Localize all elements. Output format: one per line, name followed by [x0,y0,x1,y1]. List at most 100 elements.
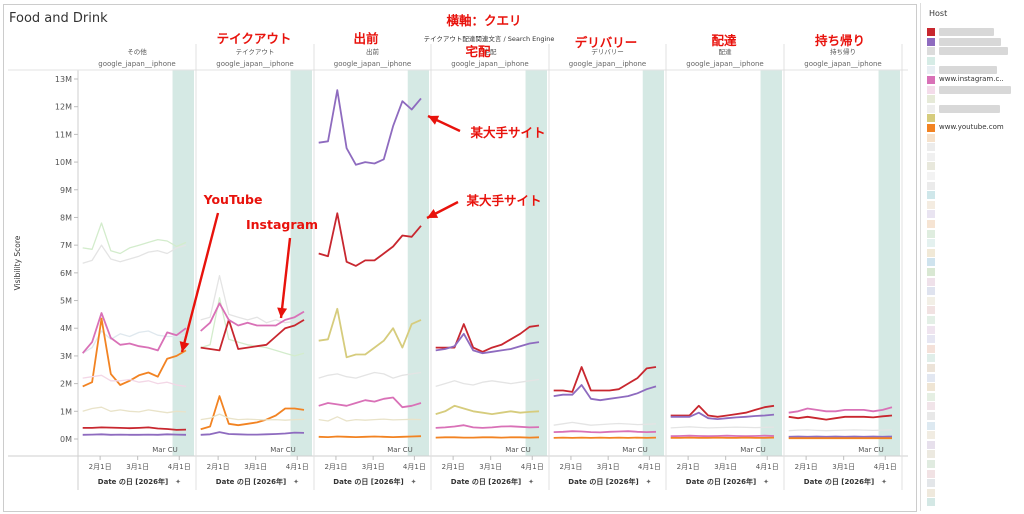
legend-item[interactable] [927,401,1019,411]
legend-item[interactable] [927,469,1019,479]
x-tick-label: 2月1日 [89,463,112,471]
legend-item[interactable] [927,142,1019,152]
series-line [82,317,187,388]
panel-engine-label: google_japan__iphone [804,60,881,68]
legend-item[interactable] [927,392,1019,402]
legend-item[interactable] [927,56,1019,66]
x-tick-label: 3月1日 [479,463,502,471]
series-line [670,434,775,438]
x-tick-label: 4月1日 [756,463,779,471]
legend-item[interactable] [927,344,1019,354]
y-tick-label: 9M [60,186,72,195]
legend-swatch [927,248,935,257]
x-axis-label: Date の日 [2026年] [98,477,168,486]
legend-label: www.youtube.com [939,123,1004,131]
legend-item[interactable] [927,353,1019,363]
legend-item[interactable] [927,478,1019,488]
annotation-panel-title: デリバリー [575,35,638,50]
legend-item[interactable] [927,488,1019,498]
legend-item[interactable] [927,449,1019,459]
legend-item[interactable] [927,296,1019,306]
legend-item[interactable] [927,267,1019,277]
legend-item[interactable] [927,497,1019,507]
legend-item[interactable] [927,229,1019,239]
x-tick-label: 2月1日 [324,463,347,471]
series-line [82,244,187,264]
legend-swatch [927,258,935,267]
x-axis-label: Date の日 [2026年] [568,477,638,486]
series-line [318,435,422,439]
legend-item[interactable] [927,248,1019,258]
legend-item[interactable] [927,104,1019,114]
legend-item[interactable] [927,382,1019,392]
legend-item[interactable] [927,27,1019,37]
legend-item[interactable]: www.instagram.c.. [927,75,1019,85]
annotation-top-title: 横軸：クエリ [446,13,521,28]
legend-item[interactable] [927,238,1019,248]
annotation-youtube: YouTube [203,192,263,207]
panel-query-label: 持ち帰り [830,47,856,56]
legend-item[interactable] [927,171,1019,181]
legend-item[interactable] [927,181,1019,191]
legend-item[interactable] [927,373,1019,383]
legend-swatch [927,364,935,372]
legend-item[interactable] [927,46,1019,56]
legend-item[interactable] [927,430,1019,440]
y-tick-label: 1M [60,407,72,416]
pin-icon: ✦ [763,478,769,486]
current-period-label: Mar CU [387,446,412,454]
legend-swatch [927,306,935,315]
legend-item[interactable] [927,219,1019,229]
x-tick-label: 4月1日 [286,463,309,471]
dashboard-title: Food and Drink [9,11,108,26]
legend-swatch [927,354,935,363]
annotation-panel-title: 配達 [711,33,737,48]
annotation-arrowhead [427,208,439,218]
legend-item[interactable] [927,459,1019,469]
current-period-label: Mar CU [505,446,530,454]
legend-item[interactable] [927,440,1019,450]
legend-item[interactable] [927,37,1019,47]
panel-query-label: その他 [127,47,147,56]
legend-item[interactable] [927,334,1019,344]
legend-item[interactable]: www.youtube.com [927,123,1019,133]
legend-item[interactable] [927,257,1019,267]
legend-swatch [927,412,935,420]
series-line [318,307,422,359]
legend-item[interactable] [927,209,1019,219]
series-line [553,421,657,426]
legend-swatch [927,316,935,324]
legend-item[interactable] [927,305,1019,315]
legend-item[interactable] [927,65,1019,75]
x-tick-label: 3月1日 [244,463,267,471]
legend-item[interactable] [927,94,1019,104]
legend-swatch [927,421,935,430]
legend-item[interactable] [927,190,1019,200]
legend-item[interactable] [927,152,1019,162]
y-tick-label: 0M [60,435,72,444]
y-tick-label: 5M [60,297,72,306]
legend-item[interactable] [927,286,1019,296]
legend-swatch [927,162,935,171]
legend-item[interactable] [927,325,1019,335]
series-line [200,274,305,324]
legend-swatch [927,76,935,84]
legend-swatch [927,95,935,104]
legend-item[interactable] [927,421,1019,431]
legend-item[interactable] [927,411,1019,421]
x-tick-label: 3月1日 [714,463,737,471]
panel-query-label: 出前 [366,47,380,56]
legend-item[interactable] [927,315,1019,325]
legend-item[interactable] [927,85,1019,95]
series-line [435,332,540,355]
legend-item[interactable] [927,133,1019,143]
legend-item[interactable] [927,200,1019,210]
legend-item[interactable] [927,113,1019,123]
legend-item[interactable] [927,161,1019,171]
legend-item[interactable] [927,277,1019,287]
annotation-major-site: 某大手サイト [470,125,545,140]
panel-query-label: デリバリー [591,47,624,56]
legend-item[interactable] [927,363,1019,373]
panel-engine-label: google_japan__iphone [686,60,763,68]
series-line [82,433,187,436]
